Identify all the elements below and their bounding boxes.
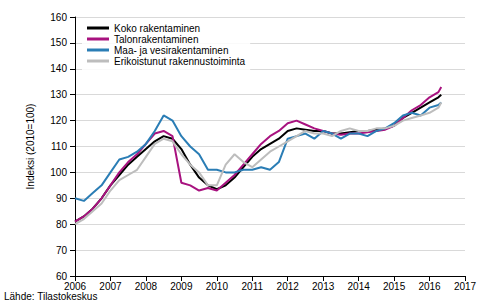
svg-text:60: 60 xyxy=(55,270,67,282)
svg-text:130: 130 xyxy=(50,89,67,100)
svg-text:100: 100 xyxy=(50,167,67,178)
svg-text:2007: 2007 xyxy=(99,281,122,292)
svg-text:2009: 2009 xyxy=(170,281,193,292)
svg-text:2008: 2008 xyxy=(135,281,158,292)
svg-text:Indeksi (2010=100): Indeksi (2010=100) xyxy=(25,104,36,190)
svg-text:110: 110 xyxy=(51,141,67,152)
svg-text:2006: 2006 xyxy=(64,281,87,292)
svg-text:Koko rakentaminen: Koko rakentaminen xyxy=(114,23,200,34)
svg-text:90: 90 xyxy=(56,193,68,204)
svg-text:150: 150 xyxy=(50,37,67,48)
svg-text:2010: 2010 xyxy=(206,281,229,292)
svg-text:2017: 2017 xyxy=(454,281,477,292)
svg-text:2015: 2015 xyxy=(383,281,406,292)
svg-text:140: 140 xyxy=(50,63,67,74)
svg-text:2012: 2012 xyxy=(277,281,300,292)
svg-text:Lähde: Tilastokeskus: Lähde: Tilastokeskus xyxy=(4,291,97,302)
svg-text:Maa- ja vesirakentaminen: Maa- ja vesirakentaminen xyxy=(114,45,229,56)
svg-text:2011: 2011 xyxy=(242,281,264,292)
svg-text:Erikoistunut rakennustoiminta: Erikoistunut rakennustoiminta xyxy=(114,56,246,67)
svg-text:Talonrakentaminen: Talonrakentaminen xyxy=(114,34,199,45)
svg-text:2013: 2013 xyxy=(312,281,335,292)
svg-text:2016: 2016 xyxy=(418,281,441,292)
svg-text:70: 70 xyxy=(56,245,68,256)
svg-text:120: 120 xyxy=(50,115,67,126)
svg-text:160: 160 xyxy=(50,12,67,23)
svg-text:80: 80 xyxy=(56,219,68,230)
svg-text:2014: 2014 xyxy=(348,281,371,292)
